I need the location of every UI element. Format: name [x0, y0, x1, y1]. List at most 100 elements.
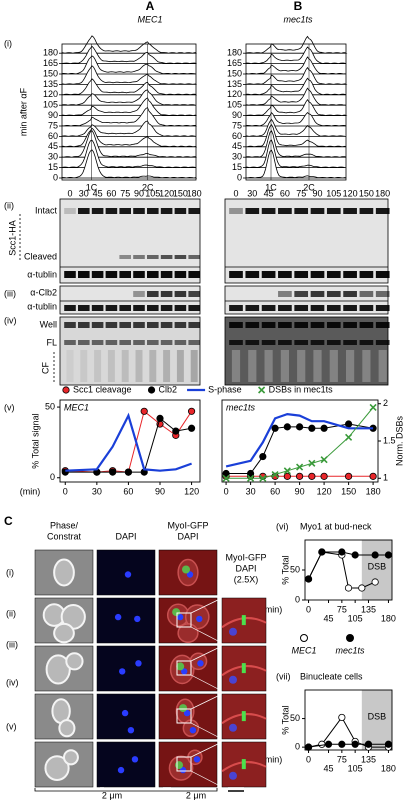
axis-label: % Total [280, 555, 290, 584]
zoom-box [176, 660, 192, 676]
axis-label: Norm. DSBs [394, 416, 404, 467]
band [326, 322, 341, 328]
dapi-signal [196, 615, 203, 623]
panel-title: MEC1 [137, 14, 162, 24]
point [222, 474, 230, 482]
x-tick-label: 60 [270, 486, 280, 496]
legend-label: S-phase [208, 384, 242, 394]
lane-label: 180 [187, 188, 202, 198]
band-label: Intact [35, 205, 58, 215]
column-header: Constrat [47, 531, 82, 541]
point [259, 474, 267, 482]
band [278, 340, 292, 345]
tick-label: 180 [227, 48, 242, 58]
smear [107, 350, 115, 382]
gel [224, 316, 389, 386]
point [271, 470, 279, 479]
dapi-signal [131, 756, 139, 763]
point [295, 423, 304, 431]
band [105, 271, 118, 278]
band [78, 271, 90, 278]
band [147, 322, 159, 328]
legend-swatch [147, 386, 156, 394]
point [371, 578, 379, 586]
band [359, 322, 374, 328]
band [147, 291, 159, 297]
dapi-signal [197, 660, 204, 667]
band [343, 208, 357, 214]
band [326, 305, 341, 311]
band [343, 271, 357, 278]
band [119, 271, 131, 278]
y-tick-label: 50 [290, 713, 300, 723]
dapi-signal [181, 668, 188, 675]
point [295, 472, 304, 480]
gfp-signal [241, 759, 246, 770]
histogram [61, 55, 197, 75]
panel-title: mec1ts [283, 14, 313, 24]
cell [58, 719, 76, 738]
x-tick-label: 0 [306, 754, 311, 764]
micrograph [96, 693, 156, 740]
point [344, 472, 353, 480]
bracket [34, 788, 218, 792]
band [229, 305, 243, 311]
dapi-signal [176, 613, 184, 621]
cell [45, 654, 71, 685]
point [318, 740, 326, 748]
band [147, 340, 159, 345]
band [188, 255, 200, 259]
band-label: CF [40, 362, 50, 374]
histogram [245, 118, 347, 137]
lane-label: 105 [145, 188, 160, 198]
band [294, 271, 309, 278]
point [344, 584, 353, 592]
lane-label: 60 [280, 188, 290, 198]
band [133, 291, 145, 297]
band [133, 322, 145, 328]
tick-label: 90 [48, 110, 58, 120]
line [226, 423, 374, 474]
line [65, 417, 192, 473]
band [133, 305, 145, 311]
zoom-line [190, 674, 223, 692]
band [133, 340, 145, 345]
point [308, 424, 316, 432]
x-tick-label: 30 [92, 486, 102, 496]
chart-title: Binucleate cells [300, 671, 363, 681]
band [245, 271, 260, 278]
histogram [245, 56, 347, 75]
point [369, 403, 377, 412]
column-header: MyoI-GFP [167, 520, 208, 530]
point [304, 575, 313, 583]
band [160, 271, 173, 278]
cell [177, 623, 199, 644]
dapi-signal [193, 756, 201, 763]
point [358, 584, 366, 592]
point [351, 740, 359, 748]
band [278, 305, 292, 311]
row-label: (v) [6, 721, 17, 731]
point [246, 469, 255, 478]
smear [80, 350, 88, 382]
point [283, 423, 291, 431]
band [174, 255, 187, 259]
lane-label: 45 [93, 188, 103, 198]
y-tick-label: 0 [295, 742, 300, 752]
x-tick-label: 180 [366, 486, 381, 496]
histogram [61, 89, 196, 106]
gfp-signal [172, 608, 181, 617]
lane-label: 60 [106, 188, 116, 198]
dapi-signal [229, 771, 237, 780]
panel-letter: B [294, 0, 303, 13]
row-label: (ii) [6, 608, 16, 618]
dapi-signal [135, 660, 142, 667]
point [296, 463, 304, 471]
tick-label: 120 [227, 89, 242, 99]
histogram [245, 139, 346, 168]
point [384, 551, 393, 559]
legend-label: Clb2 [159, 384, 178, 394]
axis-label: (min) [20, 486, 41, 496]
